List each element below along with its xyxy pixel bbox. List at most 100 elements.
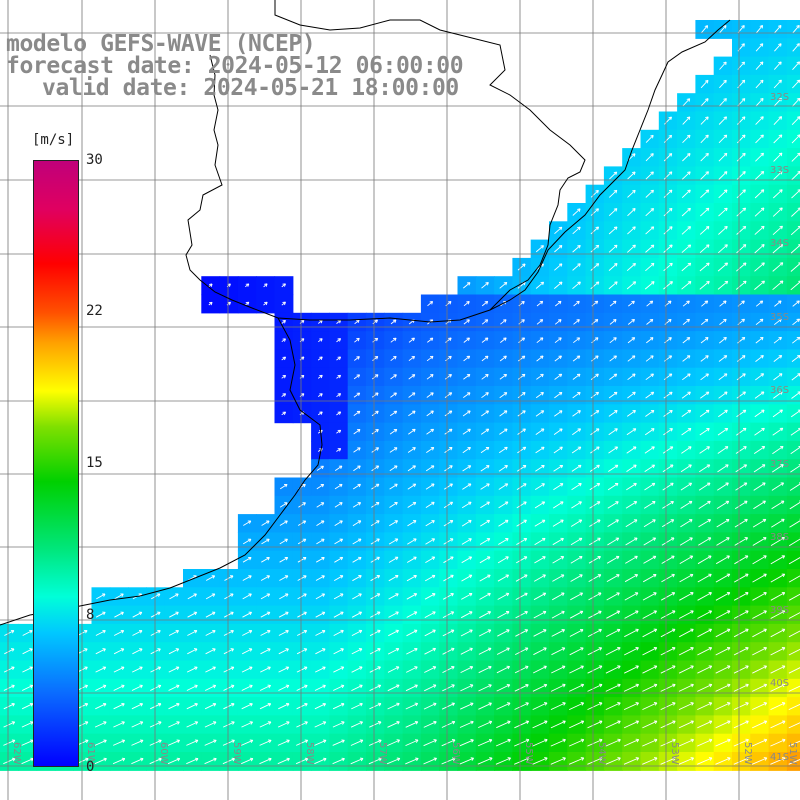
- wind-arrow: [699, 446, 710, 454]
- wind-arrow: [772, 244, 784, 254]
- forecast-date: forecast date: 2024-05-12 06:00:00: [6, 53, 464, 79]
- wind-arrow: [424, 611, 436, 618]
- wind-arrow: [770, 647, 786, 656]
- wind-arrow: [478, 629, 492, 637]
- wind-arrow: [352, 556, 362, 563]
- wind-arrow: [515, 610, 528, 619]
- wind-arrow: [697, 647, 713, 656]
- wind-arrow: [350, 757, 364, 765]
- wind-arrow: [608, 226, 618, 235]
- wind-arrow: [536, 300, 544, 307]
- wind-arrow: [499, 281, 508, 289]
- wind-arrow: [773, 355, 783, 362]
- longitude-label: 58W: [304, 742, 315, 765]
- wind-cell: [786, 20, 800, 39]
- wind-arrow: [553, 446, 563, 454]
- wind-arrow: [168, 684, 180, 691]
- longitude-label: 54W: [596, 742, 607, 765]
- wind-arrow: [444, 447, 453, 453]
- wind-arrow: [424, 666, 437, 673]
- longitude-label: 57W: [377, 742, 388, 765]
- wind-arrow: [751, 757, 768, 765]
- wind-arrow: [334, 520, 343, 526]
- wind-arrow: [587, 683, 603, 692]
- wind-arrow: [589, 464, 600, 472]
- wind-arrow: [297, 611, 307, 618]
- wind-arrow: [645, 244, 655, 253]
- wind-arrow: [569, 720, 585, 729]
- wind-arrow: [480, 446, 490, 454]
- wind-arrow: [661, 555, 675, 564]
- wind-arrow: [701, 300, 709, 307]
- wind-arrow: [441, 757, 456, 765]
- wind-arrow: [660, 702, 676, 711]
- wind-arrow: [770, 573, 786, 583]
- wind-arrow: [336, 338, 342, 343]
- wind-arrow: [334, 502, 343, 508]
- wind-arrow: [771, 500, 785, 510]
- wind-arrow: [336, 429, 342, 434]
- wind-arrow: [645, 134, 654, 143]
- wind-arrow: [774, 43, 782, 52]
- wind-arrow: [279, 575, 289, 581]
- wind-arrow: [406, 629, 418, 637]
- wind-arrow: [353, 410, 361, 416]
- wind-arrow: [532, 665, 547, 674]
- wind-arrow: [679, 537, 693, 546]
- wind-arrow: [515, 629, 529, 637]
- wind-arrow: [645, 171, 654, 180]
- wind-arrow: [697, 628, 712, 638]
- wind-arrow: [699, 464, 711, 473]
- wind-arrow: [645, 189, 654, 198]
- wind-arrow: [205, 648, 216, 655]
- wind-arrow: [314, 739, 327, 746]
- wind-arrow: [718, 225, 728, 235]
- wind-arrow: [481, 319, 489, 325]
- wind-arrow: [317, 411, 323, 416]
- wind-arrow: [281, 338, 286, 343]
- wind-arrow: [354, 337, 360, 343]
- wind-arrow: [790, 225, 800, 236]
- wind-arrow: [718, 171, 728, 180]
- wind-arrow: [774, 318, 782, 326]
- wind-arrow: [443, 520, 454, 527]
- wind-arrow: [426, 355, 434, 362]
- wind-arrow: [407, 501, 417, 508]
- colorbar-tick-8: 8: [86, 607, 95, 623]
- wind-arrow: [642, 610, 657, 619]
- wind-arrow: [734, 555, 749, 565]
- wind-arrow: [554, 319, 562, 325]
- wind-arrow: [682, 153, 691, 162]
- wind-arrow: [773, 116, 783, 126]
- wind-arrow: [572, 410, 581, 417]
- wind-arrow: [660, 720, 676, 729]
- wind-arrow: [623, 757, 640, 765]
- wind-arrow: [751, 738, 768, 747]
- wind-arrow: [752, 518, 767, 528]
- wind-arrow: [717, 482, 729, 491]
- wind-arrow: [94, 757, 107, 765]
- latitude-label: 32S: [770, 92, 789, 103]
- wind-arrow: [131, 739, 144, 746]
- wind-arrow: [608, 189, 618, 198]
- wind-arrow: [372, 319, 378, 325]
- wind-arrow: [389, 410, 398, 417]
- wind-arrow: [605, 665, 621, 674]
- wind-arrow: [569, 610, 584, 619]
- wind-arrow: [354, 319, 360, 325]
- wind-arrow: [733, 738, 749, 747]
- wind-arrow: [370, 593, 381, 600]
- longitude-label: 56W: [450, 742, 461, 765]
- wind-arrow: [406, 666, 418, 673]
- wind-arrow: [788, 593, 800, 601]
- wind-arrow: [498, 483, 509, 490]
- wind-arrow: [715, 647, 731, 656]
- wind-arrow: [425, 520, 435, 527]
- wind-arrow: [279, 502, 288, 508]
- wind-arrow: [498, 538, 509, 545]
- wind-arrow: [717, 464, 729, 473]
- wind-arrow: [279, 556, 289, 563]
- wind-arrow: [478, 684, 492, 692]
- wind-arrow: [459, 720, 474, 728]
- wind-arrow: [336, 411, 342, 416]
